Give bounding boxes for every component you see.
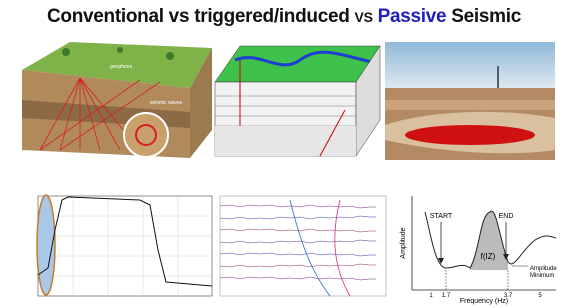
axis-label: Amplitude [400,227,407,258]
tick-label: 1 [429,293,433,299]
label: seismic waves [150,100,183,106]
seismogram [220,196,386,296]
spectrum-plot [37,195,212,296]
label: geophone [110,64,132,70]
tick-label: 1.7 [442,293,451,299]
label: START [430,213,453,220]
active-survey-image: geophone seismic waves [22,42,212,158]
label: END [499,213,514,220]
label: f(IZ) [481,252,496,261]
tick-label: 3.7 [504,293,513,299]
panels: geophone seismic waves [0,0,568,308]
hvsr-diagram: START END f(IZ) Amplitude Frequency (Hz)… [400,196,557,305]
slide: Conventional vs triggered/induced VS Pas… [0,0,568,308]
axis-label: Frequency (Hz) [460,298,508,305]
tick-label: 5 [538,293,542,299]
aquifer-diagram [215,46,380,156]
field-photo [385,42,555,160]
